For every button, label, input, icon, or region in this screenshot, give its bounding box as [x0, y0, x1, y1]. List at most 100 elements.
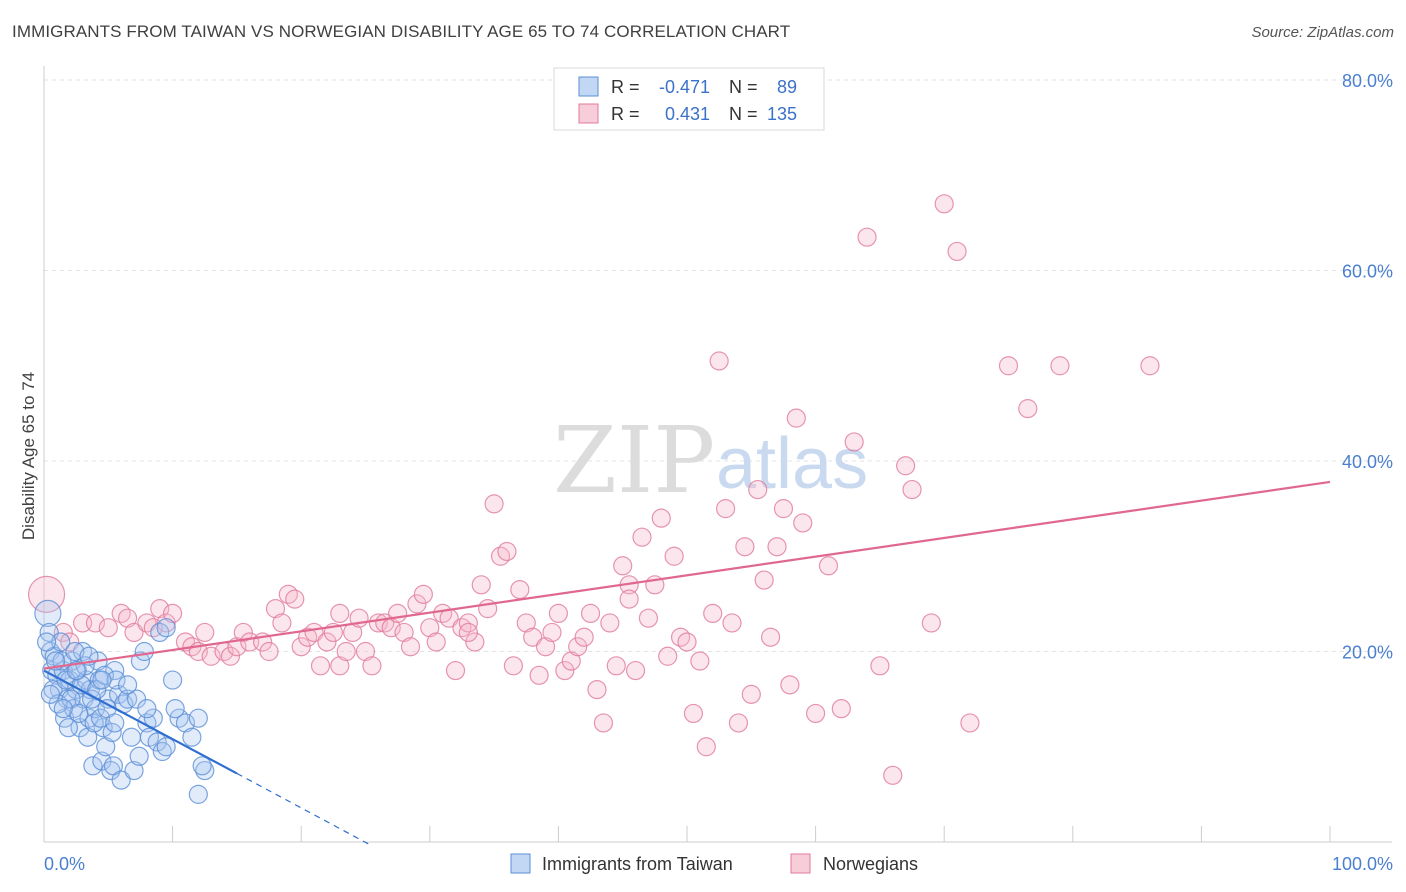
- norwegian-point: [259, 641, 279, 662]
- norwegian-point: [844, 432, 864, 452]
- watermark-atlas: atlas: [716, 424, 868, 504]
- y-tick-labels: 20.0% 40.0% 60.0% 80.0%: [1342, 71, 1393, 663]
- norwegian-point: [773, 499, 794, 519]
- norwegian-point: [413, 584, 433, 604]
- norwegian-point: [420, 618, 440, 638]
- norwegian-point: [818, 556, 839, 576]
- y-tick-label: 60.0%: [1342, 262, 1393, 282]
- taiwan-point: [121, 727, 142, 747]
- norwegian-point: [883, 765, 903, 785]
- norwegian-point: [786, 408, 806, 428]
- norwegian-point: [548, 603, 569, 624]
- norwegian-point: [651, 508, 671, 528]
- norwegian-point: [310, 656, 331, 676]
- taiwan-points: [34, 599, 215, 804]
- norwegian-point: [516, 613, 536, 633]
- norwegian-point: [870, 656, 890, 676]
- y-tick-label: 80.0%: [1342, 71, 1393, 91]
- norwegian-point: [793, 513, 813, 533]
- taiwan-point: [126, 689, 147, 709]
- chart-title: IMMIGRANTS FROM TAIWAN VS NORWEGIAN DISA…: [12, 22, 791, 41]
- norwegian-point: [587, 679, 607, 700]
- norwegian-point: [163, 603, 183, 624]
- legend-swatch-taiwan: [578, 76, 599, 97]
- norwegian-point: [265, 599, 286, 619]
- norwegian-point: [195, 622, 215, 643]
- legend-r-label: R =: [611, 104, 640, 124]
- taiwan-point: [90, 708, 111, 728]
- taiwan-point: [105, 660, 125, 681]
- norwegian-point: [407, 594, 427, 614]
- taiwan-point: [106, 670, 126, 690]
- norwegian-point: [233, 622, 253, 643]
- taiwan-point: [163, 670, 183, 690]
- norwegian-point: [683, 703, 704, 724]
- norwegian-point: [831, 699, 851, 719]
- norwegian-point: [638, 608, 659, 628]
- norwegian-point: [272, 613, 292, 633]
- norwegian-point: [735, 537, 755, 557]
- taiwan-point: [36, 632, 57, 652]
- norwegian-point: [805, 703, 826, 724]
- norwegian-point: [150, 599, 170, 619]
- norwegian-point: [760, 627, 781, 647]
- legend-swatch-norwegians: [578, 103, 599, 124]
- norwegian-point: [1050, 356, 1070, 376]
- legend-box: [553, 67, 825, 131]
- taiwan-point: [156, 737, 176, 757]
- norwegian-point: [523, 627, 543, 647]
- y-tick-label: 20.0%: [1342, 643, 1393, 663]
- norwegian-point: [529, 665, 549, 685]
- watermark-zip: ZIP: [553, 407, 715, 514]
- legend-n-label: N =: [729, 104, 758, 124]
- norwegian-point: [465, 632, 485, 652]
- taiwan-point: [53, 699, 73, 719]
- taiwan-point: [92, 670, 112, 690]
- taiwan-point: [83, 756, 103, 776]
- norwegian-point: [632, 527, 652, 547]
- norwegian-point: [471, 575, 491, 595]
- taiwan-point: [192, 756, 212, 776]
- norwegian-point: [600, 613, 620, 633]
- norwegian-point: [728, 713, 749, 733]
- taiwan-point: [105, 713, 125, 733]
- taiwan-point: [96, 737, 116, 757]
- norwegian-point: [921, 613, 941, 633]
- norwegians-points: [27, 194, 1160, 785]
- norwegian-point: [220, 646, 241, 666]
- taiwan-point: [137, 699, 157, 719]
- axes: [43, 66, 1392, 843]
- norwegian-point: [497, 541, 517, 562]
- norwegian-point: [715, 499, 736, 519]
- norwegian-point: [696, 737, 716, 757]
- x-tick-label: 100.0%: [1332, 854, 1393, 874]
- taiwan-point: [65, 641, 85, 662]
- taiwan-point: [34, 599, 62, 628]
- taiwan-point: [182, 727, 202, 747]
- norwegian-point: [330, 656, 350, 676]
- x-tick-label: 0.0%: [44, 854, 85, 874]
- grid-lines: [44, 79, 1392, 652]
- norwegian-point: [388, 603, 408, 624]
- series-label-norwegians: Norwegians: [823, 854, 918, 874]
- norwegian-point: [85, 613, 106, 633]
- norwegian-point: [201, 646, 221, 666]
- taiwan-point: [40, 684, 61, 704]
- norwegian-point: [754, 570, 774, 590]
- series-swatch-norwegians: [790, 853, 811, 874]
- legend-n-value: 89: [777, 77, 797, 97]
- taiwan-point: [147, 732, 167, 752]
- norwegian-point: [741, 684, 761, 704]
- norwegian-point: [98, 618, 118, 638]
- norwegian-point: [285, 589, 305, 609]
- norwegian-point: [593, 713, 614, 733]
- taiwan-point: [188, 784, 208, 804]
- norwegian-point: [960, 713, 980, 733]
- norwegian-point: [394, 622, 414, 643]
- norwegian-point: [664, 546, 684, 566]
- norwegian-point: [362, 656, 382, 676]
- norwegian-point: [561, 651, 581, 671]
- norwegian-point: [426, 632, 446, 652]
- watermark: ZIP atlas: [553, 407, 868, 514]
